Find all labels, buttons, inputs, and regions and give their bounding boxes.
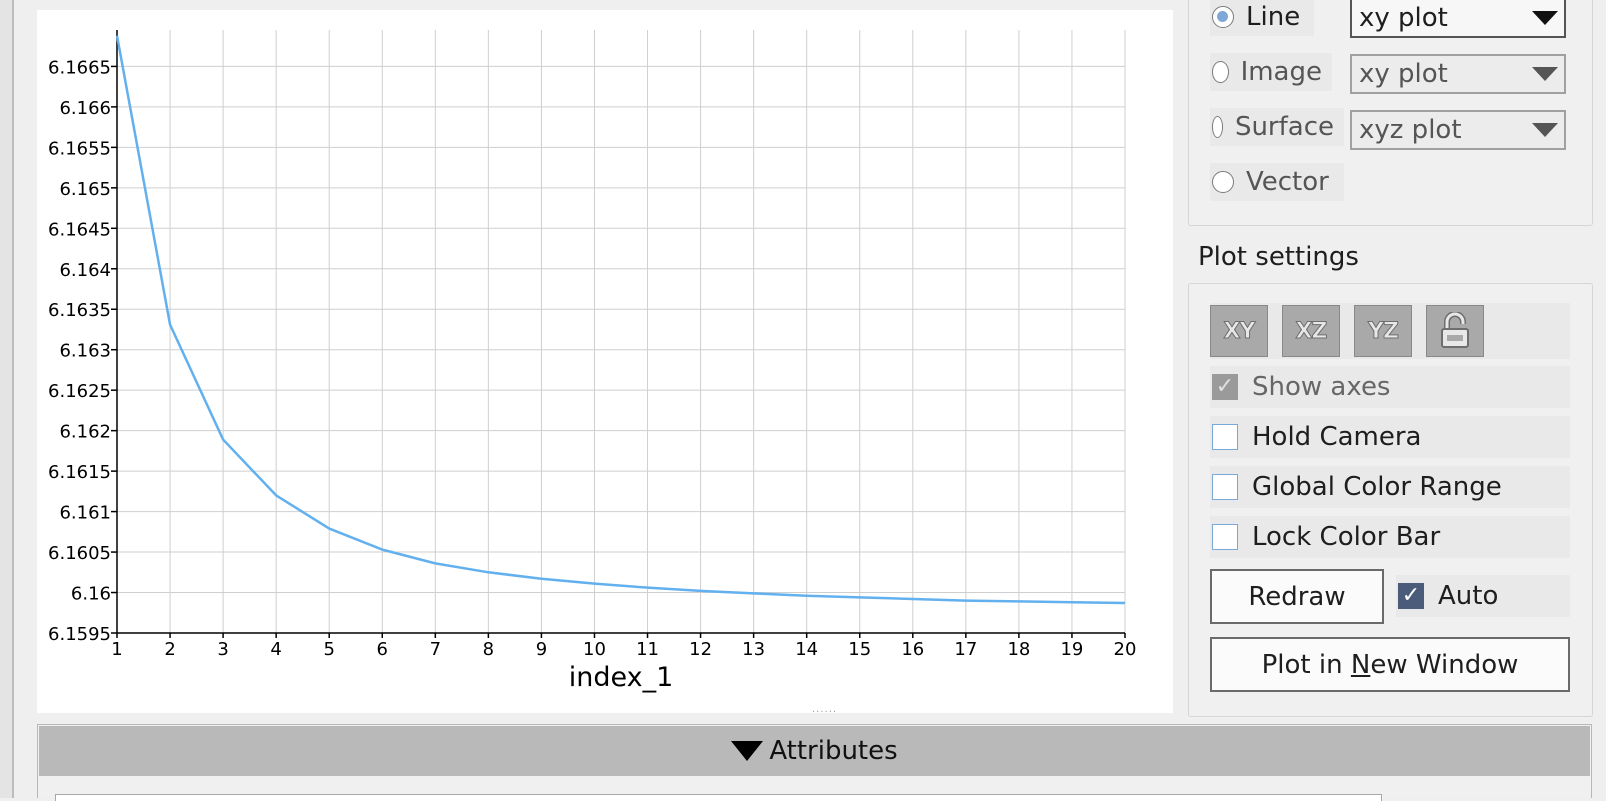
chevron-down-icon: [1532, 11, 1558, 25]
radio-line-row[interactable]: Line: [1210, 0, 1314, 36]
global-color-range-checkbox[interactable]: [1212, 474, 1238, 500]
splitter-handle[interactable]: ······: [812, 707, 838, 718]
surface-plot-type-value: xyz plot: [1359, 115, 1462, 145]
plot-in-new-window-button[interactable]: Plot in New Window: [1210, 637, 1570, 692]
x-tick-label: 17: [954, 639, 977, 660]
x-tick-label: 1: [111, 639, 122, 660]
plot-in-new-window-mnemonic: N: [1350, 649, 1371, 680]
y-tick-label: 6.163: [59, 341, 111, 362]
view-xy-icon: XY: [1223, 318, 1256, 344]
x-tick-label: 5: [323, 639, 334, 660]
plot-in-new-window-prefix: Plot in: [1261, 649, 1351, 680]
radio-vector[interactable]: [1212, 171, 1234, 193]
radio-line-label: Line: [1246, 2, 1301, 32]
x-tick-label: 3: [217, 639, 228, 660]
y-tick-label: 6.161: [59, 503, 111, 524]
surface-plot-type-select[interactable]: xyz plot: [1350, 110, 1566, 150]
radio-vector-row[interactable]: Vector: [1210, 163, 1344, 201]
x-tick-label: 14: [795, 639, 818, 660]
chevron-down-icon: [1532, 67, 1558, 81]
image-plot-type-select[interactable]: xy plot: [1350, 54, 1566, 94]
y-tick-label: 6.1635: [48, 300, 111, 321]
redraw-button-label: Redraw: [1248, 581, 1346, 612]
y-tick-label: 6.1615: [48, 462, 111, 483]
view-xy-button[interactable]: XY: [1210, 305, 1268, 357]
series-line: [115, 35, 1126, 605]
view-xz-icon: XZ: [1295, 318, 1328, 344]
x-tick-label: 9: [536, 639, 547, 660]
radio-surface-label: Surface: [1234, 112, 1334, 142]
line-plot-type-select[interactable]: xy plot: [1350, 0, 1566, 38]
plot-settings-title: Plot settings: [1198, 242, 1359, 272]
y-tick-label: 6.166: [59, 98, 111, 119]
unlock-icon: [1441, 312, 1469, 348]
plot-canvas[interactable]: 6.1595 6.16 6.1605 6.161 6.1615 6.162 6.1625 6.…: [37, 10, 1173, 713]
y-tick-label: 6.1605: [48, 543, 111, 564]
global-color-range-label: Global Color Range: [1252, 472, 1502, 502]
x-tick-label: 18: [1007, 639, 1030, 660]
y-tick-label: 6.162: [59, 422, 111, 443]
plot-in-new-window-suffix: ew Window: [1370, 649, 1519, 680]
x-tick-label: 4: [270, 639, 281, 660]
triangle-down-icon: [731, 741, 764, 761]
radio-image-row[interactable]: Image: [1210, 53, 1332, 91]
auto-redraw-label: Auto: [1438, 581, 1499, 611]
x-tick-label: 7: [430, 639, 441, 660]
x-tick-label: 11: [636, 639, 659, 660]
view-xz-button[interactable]: XZ: [1282, 305, 1340, 357]
y-tick-label: 6.1655: [48, 138, 111, 159]
lock-color-bar-label: Lock Color Bar: [1252, 522, 1441, 552]
redraw-button[interactable]: Redraw: [1210, 569, 1384, 624]
x-tick-label: 13: [742, 639, 765, 660]
plot-in-new-window-label: Plot in New Window: [1262, 650, 1519, 680]
show-axes-checkbox[interactable]: ✓: [1212, 374, 1238, 400]
attributes-toggle[interactable]: Attributes: [39, 726, 1590, 776]
radio-surface[interactable]: [1212, 116, 1223, 138]
line-plot-type-value: xy plot: [1359, 3, 1448, 33]
global-color-range-row[interactable]: Global Color Range: [1210, 466, 1570, 508]
x-tick-label: 16: [901, 639, 924, 660]
show-axes-label: Show axes: [1252, 372, 1391, 402]
radio-vector-label: Vector: [1246, 167, 1329, 197]
line-chart[interactable]: 6.1595 6.16 6.1605 6.161 6.1615 6.162 6.1625 6.…: [37, 10, 1173, 713]
x-axis-label: index_1: [569, 662, 674, 693]
lock-aspect-button[interactable]: [1426, 305, 1484, 357]
chevron-down-icon: [1532, 123, 1558, 137]
y-tick-label: 6.1645: [48, 219, 111, 240]
y-tick-label: 6.164: [59, 260, 111, 281]
x-tick-label: 12: [689, 639, 712, 660]
auto-redraw-checkbox[interactable]: ✓: [1398, 583, 1424, 609]
x-tick-label: 8: [483, 639, 494, 660]
y-tick-label: 6.1625: [48, 381, 111, 402]
window-left-edge: [0, 0, 14, 798]
lock-color-bar-row[interactable]: Lock Color Bar: [1210, 516, 1570, 558]
x-tick-label: 2: [164, 639, 175, 660]
radio-image[interactable]: [1212, 61, 1229, 83]
image-plot-type-value: xy plot: [1359, 59, 1448, 89]
hold-camera-checkbox[interactable]: [1212, 424, 1238, 450]
x-tick-label: 20: [1114, 639, 1137, 660]
hold-camera-label: Hold Camera: [1252, 422, 1422, 452]
x-tick-label: 10: [583, 639, 606, 660]
show-axes-row[interactable]: ✓ Show axes: [1210, 366, 1570, 408]
y-tick-label: 6.165: [59, 179, 111, 200]
x-tick-label: 15: [848, 639, 871, 660]
radio-image-label: Image: [1240, 57, 1322, 87]
hold-camera-row[interactable]: Hold Camera: [1210, 416, 1570, 458]
lock-color-bar-checkbox[interactable]: [1212, 524, 1238, 550]
attributes-label: Attributes: [769, 736, 898, 766]
auto-redraw-row[interactable]: ✓ Auto: [1396, 575, 1570, 617]
view-yz-button[interactable]: YZ: [1354, 305, 1412, 357]
view-yz-icon: YZ: [1368, 318, 1400, 344]
x-tick-label: 6: [377, 639, 388, 660]
y-tick-label: 6.1665: [48, 57, 111, 78]
radio-line[interactable]: [1212, 6, 1234, 28]
y-tick-label: 6.16: [71, 584, 111, 605]
x-tick-label: 19: [1060, 639, 1083, 660]
y-tick-label: 6.1595: [48, 624, 111, 645]
radio-surface-row[interactable]: Surface: [1210, 108, 1344, 146]
